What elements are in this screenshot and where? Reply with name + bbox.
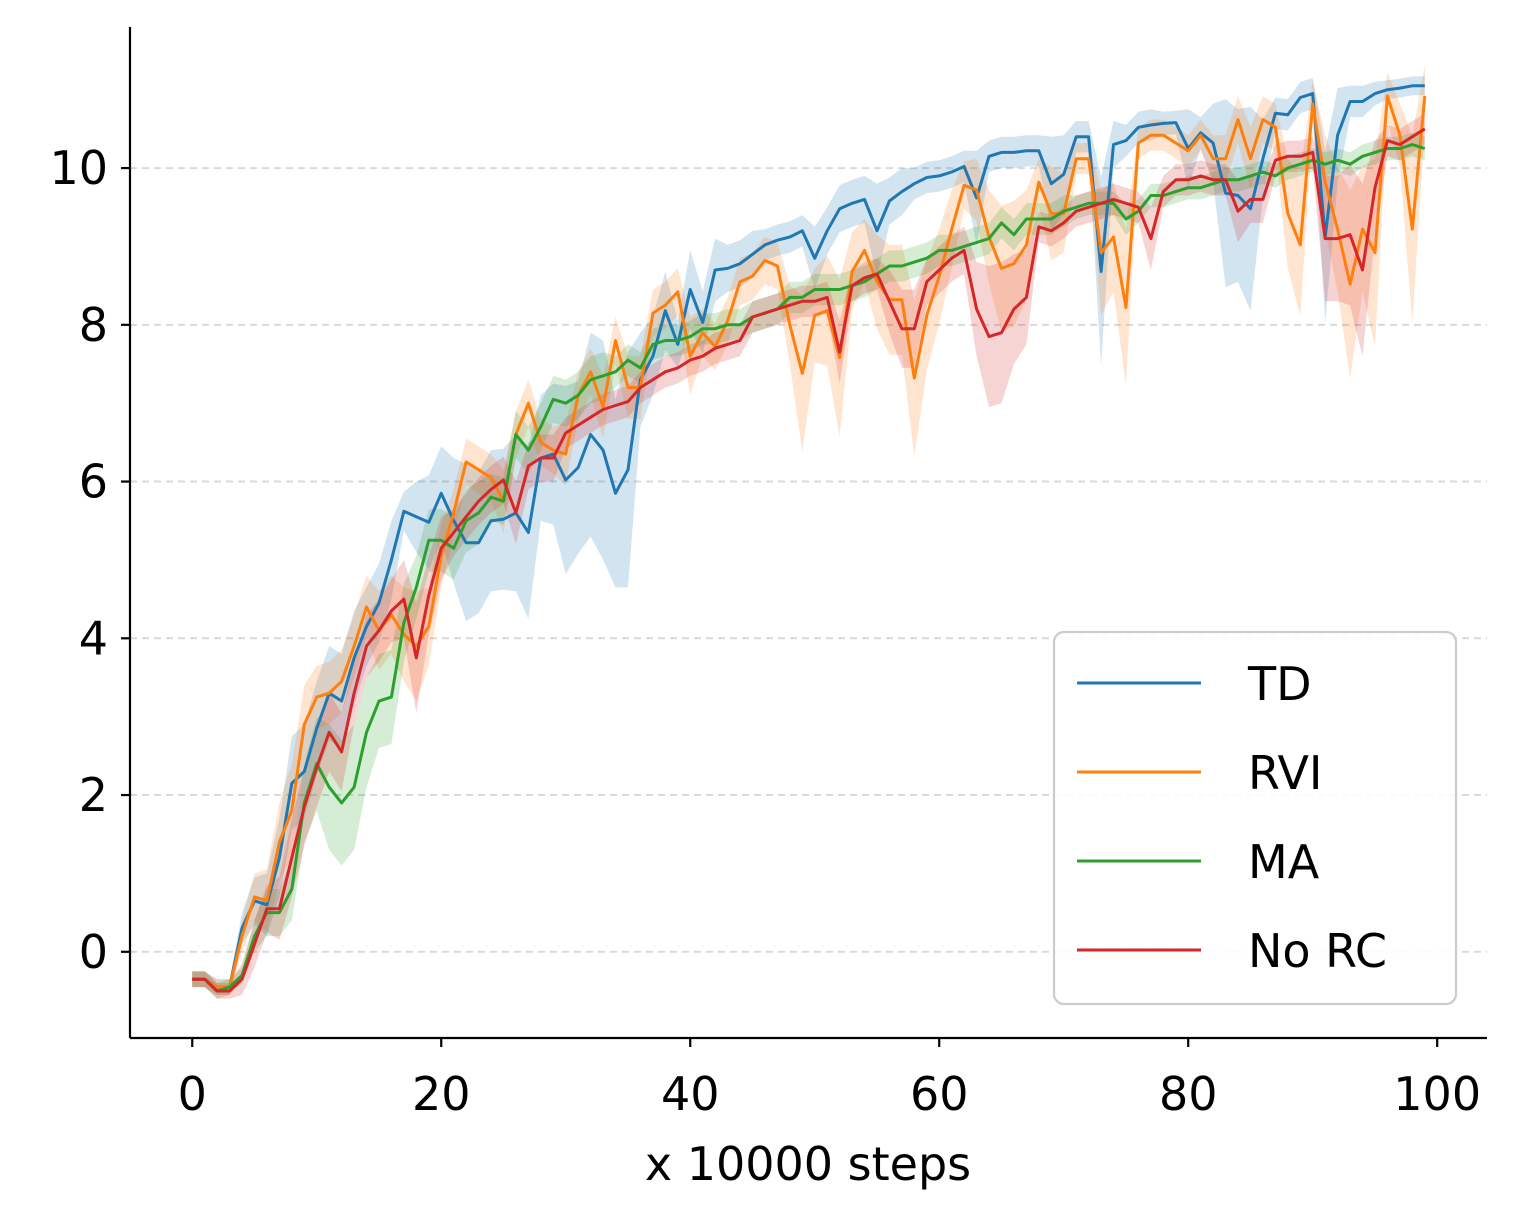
series-line-td (192, 84, 1425, 989)
y-tick-label: 10 (49, 141, 108, 195)
x-axis-title: x 10000 steps (645, 1137, 971, 1191)
legend-label-rvi: RVI (1248, 746, 1322, 800)
band-td (192, 76, 1425, 995)
y-tick-label: 4 (79, 611, 108, 665)
x-tick-label: 80 (1159, 1067, 1218, 1121)
series-lines (192, 84, 1427, 993)
legend: TD RVI MA No RC (1052, 630, 1458, 1006)
x-tick-label: 20 (412, 1067, 471, 1121)
y-tick-label: 8 (79, 298, 108, 352)
series-line-no-rc (192, 127, 1426, 993)
legend-label-ma: MA (1248, 835, 1320, 889)
x-tick-label: 100 (1393, 1067, 1481, 1121)
y-tick-label: 2 (79, 768, 108, 822)
legend-label-td: TD (1247, 657, 1312, 711)
band-rvi (192, 64, 1425, 995)
x-tick-label: 60 (910, 1067, 969, 1121)
y-tick-label: 0 (79, 925, 108, 979)
legend-frame (1052, 630, 1458, 1006)
x-tick-label: 40 (661, 1067, 720, 1121)
axes (128, 27, 1487, 1040)
series-line-ma (192, 143, 1426, 993)
x-tick-label: 0 (178, 1067, 207, 1121)
legend-label-no-rc: No RC (1248, 924, 1387, 978)
series-line-rvi (192, 94, 1427, 989)
y-tick-label: 6 (79, 455, 108, 509)
